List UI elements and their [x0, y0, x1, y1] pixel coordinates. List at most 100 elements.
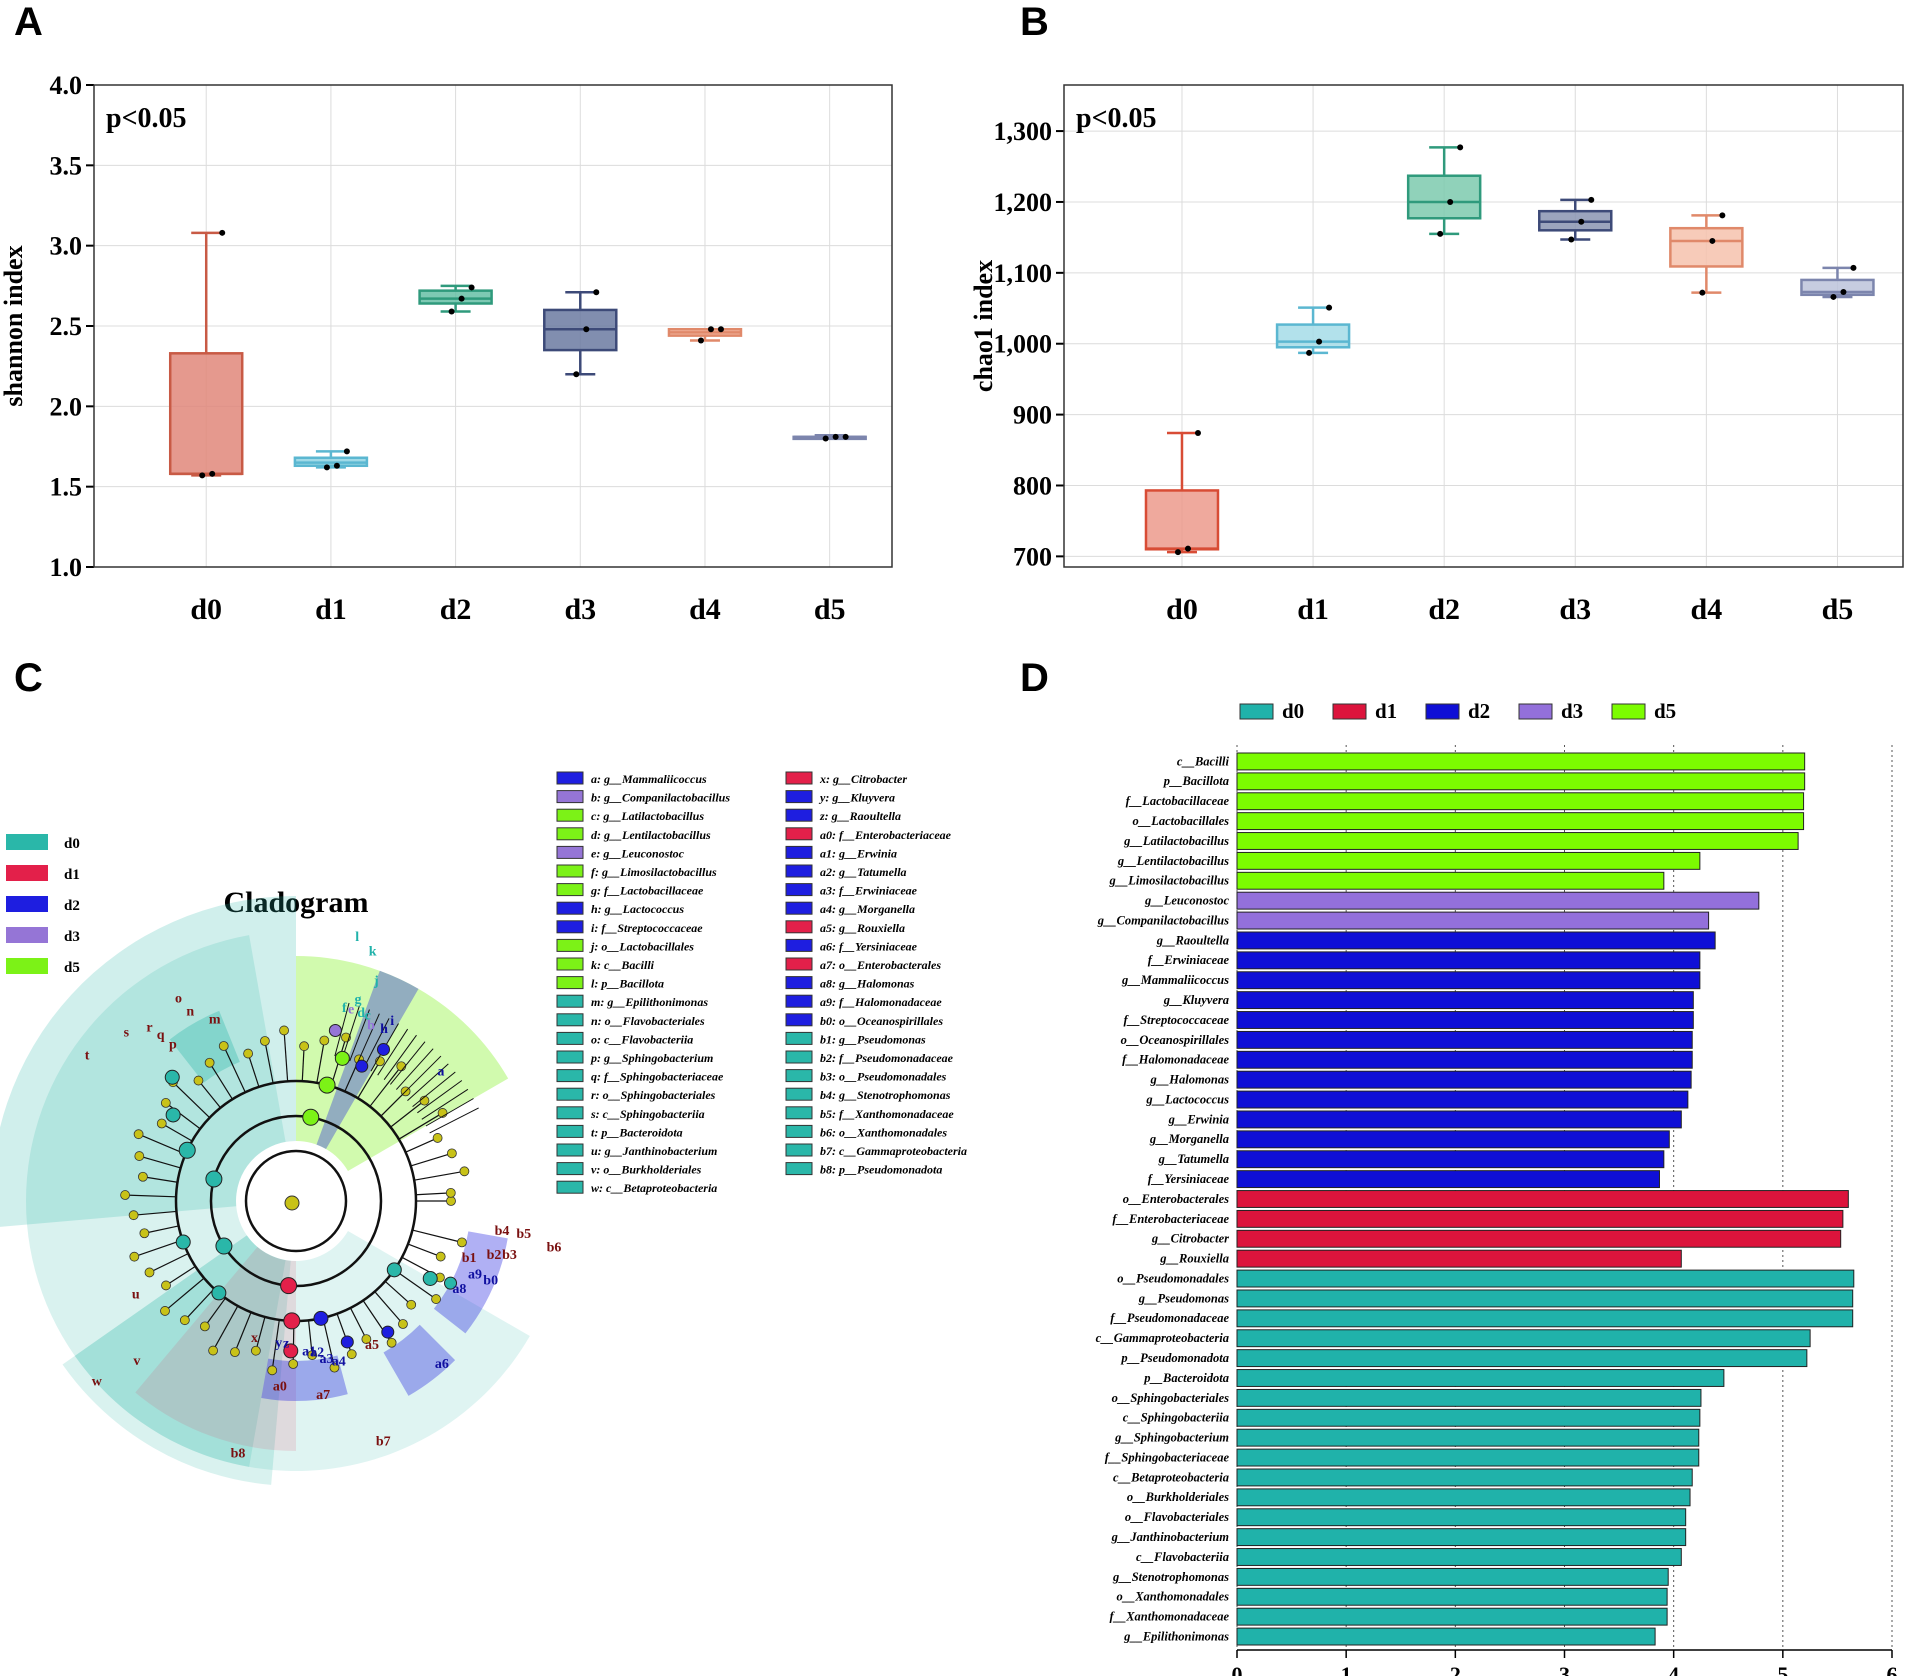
cladogram-branch — [356, 1013, 380, 1065]
cladogram-biomarker-node-d0 — [215, 1237, 233, 1255]
cladogram-node-label-b5: b5 — [516, 1227, 531, 1242]
cladogram-biomarker-node-d5 — [302, 1108, 320, 1126]
lda-category-label: p__Bacteroidota — [1143, 1371, 1229, 1385]
lda-bar-o-enterobacterales — [1236, 1190, 1849, 1208]
cladogram-branch — [204, 1297, 226, 1327]
cladogram-branch — [398, 1112, 443, 1140]
cladogram-key-col1-swatch — [556, 957, 584, 971]
cladogram-branch — [209, 1062, 233, 1100]
clade-sector-oceanospirillales — [433, 1231, 508, 1334]
lda-legend-label-d3: d3 — [1561, 699, 1583, 723]
panel-letter-b: B — [1020, 0, 1049, 44]
lda-category-label: g__Companilactobacillus — [1097, 913, 1229, 927]
cladogram-branch — [255, 1316, 266, 1351]
cladogram-node-label-e: e — [348, 1003, 354, 1018]
shannon-ytick-label: 4.0 — [50, 71, 83, 100]
cladogram-leaf-node — [446, 1148, 457, 1159]
cladogram-biomarker-node-d0 — [205, 1170, 223, 1188]
lda-bar-g-sphingobacterium — [1236, 1428, 1700, 1447]
cladogram-biomarker-node-d2 — [377, 1042, 390, 1056]
shannon-data-point — [832, 433, 839, 440]
lda-xtick-label: 2 — [1450, 1662, 1461, 1676]
lda-category-label: g__Leuconostoc — [1144, 894, 1229, 908]
cladogram-leaf-node — [406, 1299, 417, 1310]
lda-category-label: f__Yersiniaceae — [1148, 1172, 1230, 1186]
cladogram-leaf-node — [138, 1171, 148, 1182]
shannon-data-point — [717, 326, 724, 333]
cladogram-key-col2-swatch — [785, 1069, 813, 1083]
cladogram-biomarker-node-d2 — [381, 1325, 395, 1339]
cladogram-node-label-a6: a6 — [435, 1357, 449, 1372]
cladogram-key-col2-swatch — [785, 957, 813, 971]
cladogram-key-col2-text: b3: o__Pseudomonadales — [820, 1070, 947, 1084]
cladogram-leaf-node — [435, 1251, 446, 1262]
chao1-data-point — [1830, 293, 1837, 300]
lda-bar-g-pseudomonas — [1236, 1289, 1854, 1308]
lda-category-label: o__Sphingobacteriales — [1112, 1391, 1230, 1405]
cladogram-key-col1-text: n: o__Flavobacteriales — [591, 1014, 705, 1028]
cladogram-branch — [421, 1088, 469, 1120]
cladogram-branch — [357, 1060, 381, 1099]
cladogram-biomarker-node-d0 — [211, 1285, 227, 1301]
chao1-ytick-label: 1,300 — [994, 117, 1053, 146]
chao1-data-point — [1447, 198, 1454, 205]
lda-category-label: f__Erwiniaceae — [1148, 953, 1230, 967]
lda-category-label: g__Pseudomonas — [1138, 1291, 1229, 1305]
cladogram-branch — [134, 1239, 183, 1258]
panel-letter-d: D — [1020, 656, 1049, 700]
lda-category-label: f__Pseudomonadaceae — [1110, 1311, 1229, 1325]
cladogram-backbone-ring — [244, 1149, 348, 1253]
cladogram-leaf-node — [346, 1349, 357, 1360]
chao1-ytick-label: 1,200 — [994, 188, 1053, 217]
cladogram-branch — [307, 1320, 313, 1356]
cladogram-key-col1-swatch — [556, 883, 584, 897]
cladogram-key-col1-swatch — [556, 1069, 584, 1083]
cladogram-node-label-a: a — [437, 1065, 444, 1080]
lda-bar-g-erwinia — [1236, 1110, 1682, 1129]
cladogram-legend-swatch-d5 — [6, 958, 48, 974]
chao1-data-point — [1719, 212, 1726, 219]
cladogram-leaf-node — [139, 1228, 150, 1239]
cladogram-leaf-node — [128, 1210, 139, 1221]
chao1-data-point — [1699, 289, 1706, 296]
cladogram-key-col1-swatch — [556, 976, 584, 990]
panel-letter-c: C — [14, 656, 43, 700]
shannon-data-point — [573, 371, 580, 378]
cladogram-key-col1-text: s: c__Sphingobacteriia — [590, 1107, 705, 1121]
lda-bar-c-gammaproteobacteria — [1236, 1329, 1811, 1348]
cladogram-node-label-k: k — [369, 944, 377, 959]
shannon-data-point — [199, 472, 206, 479]
cladogram-branch — [164, 1277, 205, 1312]
clade-sector-gammaproteobacteria — [62, 1235, 291, 1485]
cladogram-node-label-a5: a5 — [365, 1338, 379, 1353]
cladogram-branch — [412, 1071, 456, 1107]
cladogram-node-label-w: w — [92, 1374, 103, 1389]
cladogram-leaf-node — [446, 1196, 456, 1206]
cladogram-legend-label-d2: d2 — [64, 898, 80, 914]
chao1-xtick-label: d0 — [1166, 593, 1198, 626]
cladogram-branch — [410, 1152, 453, 1167]
cladogram-branch — [341, 1005, 360, 1059]
cladogram-key-col1-swatch — [556, 827, 584, 841]
lda-bar-g-lentilactobacillus — [1236, 851, 1701, 870]
cladogram-leaf-node — [432, 1133, 443, 1143]
lda-xtick-label: 0 — [1232, 1662, 1243, 1676]
cladogram-branch — [363, 1018, 390, 1068]
cladogram-biomarker-node-d0 — [422, 1271, 438, 1286]
cladogram-branch — [429, 1107, 479, 1134]
cladogram-biomarker-node-d2 — [355, 1059, 369, 1073]
chao1-data-point — [1184, 545, 1191, 552]
cladogram-leaf-node — [129, 1251, 140, 1262]
cladogram-key-col1-text: k: c__Bacilli — [591, 958, 655, 972]
cladogram-branch — [322, 1317, 336, 1368]
cladogram-key-col1-swatch — [556, 771, 584, 785]
chao1-xtick-label: d4 — [1691, 593, 1723, 626]
lda-category-label: g__Halomonas — [1150, 1073, 1230, 1087]
cladogram-leaf-node — [386, 1337, 397, 1348]
lda-bar-o-xanthomonadales — [1236, 1587, 1668, 1606]
lda-bar-g-leuconostoc — [1236, 891, 1760, 910]
cladogram-node-label-b2: b2 — [487, 1248, 502, 1263]
clade-sector-bacteroidota — [25, 935, 286, 1467]
chao1-frame — [1063, 84, 1904, 568]
shannon-data-point — [697, 337, 704, 344]
